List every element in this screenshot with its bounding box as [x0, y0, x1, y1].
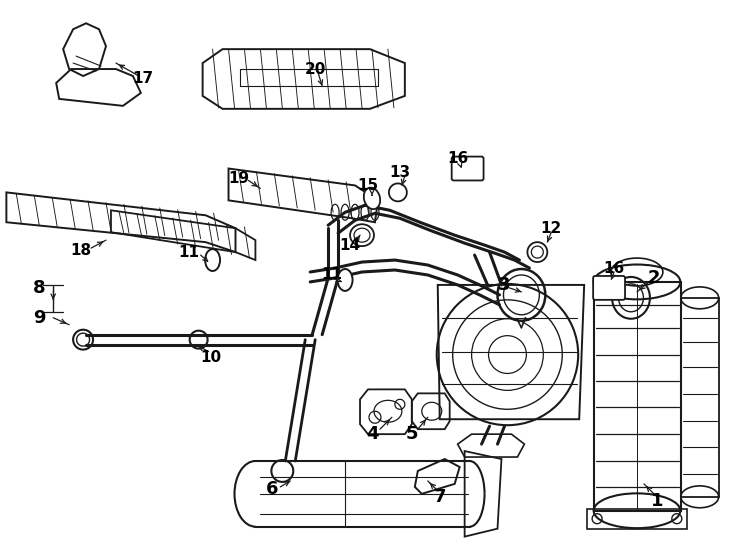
Text: 8: 8: [33, 279, 46, 297]
Text: 4: 4: [366, 425, 378, 443]
FancyBboxPatch shape: [451, 157, 484, 180]
Ellipse shape: [205, 249, 220, 271]
Text: 20: 20: [305, 62, 326, 77]
Text: 1: 1: [650, 492, 663, 510]
Text: 12: 12: [541, 221, 562, 236]
Text: 6: 6: [266, 480, 279, 498]
Text: 5: 5: [406, 425, 418, 443]
Text: 16: 16: [447, 151, 468, 166]
Text: 16: 16: [603, 260, 625, 275]
FancyBboxPatch shape: [593, 276, 625, 300]
Text: 3: 3: [498, 276, 511, 294]
Ellipse shape: [338, 269, 352, 291]
Text: 2: 2: [647, 269, 660, 287]
Text: 14: 14: [340, 238, 360, 253]
Text: 10: 10: [200, 350, 221, 365]
Text: 7: 7: [434, 488, 446, 506]
Ellipse shape: [364, 187, 380, 209]
Text: 17: 17: [132, 71, 153, 86]
Text: 11: 11: [178, 245, 199, 260]
Text: 13: 13: [389, 165, 410, 180]
Text: 18: 18: [70, 242, 92, 258]
Text: 11: 11: [321, 267, 343, 282]
Text: 19: 19: [228, 171, 249, 186]
Text: 9: 9: [33, 309, 46, 327]
Text: 15: 15: [357, 178, 379, 193]
